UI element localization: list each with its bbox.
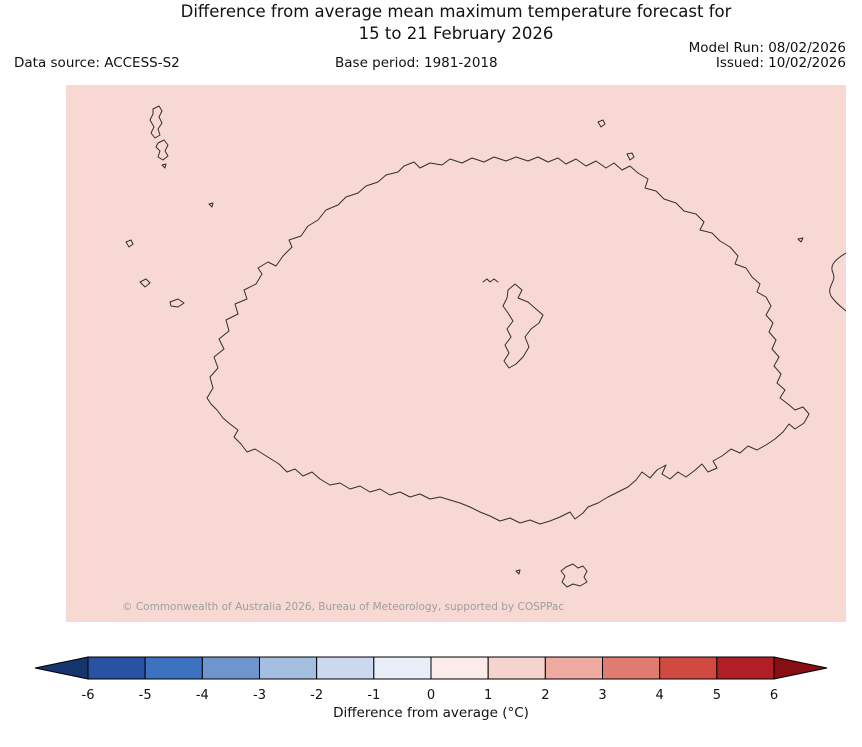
coastline-main-island bbox=[206, 156, 810, 525]
map-area: © Commonwealth of Australia 2026, Bureau… bbox=[66, 85, 846, 622]
coastline-west-islet-1 bbox=[208, 202, 214, 208]
colorbar-tick-label: -2 bbox=[310, 688, 323, 703]
colorbar-tick-label: -3 bbox=[253, 688, 266, 703]
title-line-2: 15 to 21 February 2026 bbox=[358, 24, 554, 43]
colorbar-segment bbox=[144, 656, 203, 680]
colorbar-tick-label: 6 bbox=[770, 688, 778, 703]
colorbar-segment bbox=[316, 656, 375, 680]
base-period-label: Base period: 1981-2018 bbox=[335, 55, 498, 71]
colorbar-caption: Difference from average (°C) bbox=[333, 705, 529, 721]
colorbar-right-arrow bbox=[773, 656, 828, 680]
coastline-east-edge bbox=[829, 252, 846, 312]
colorbar-tick-label: 1 bbox=[484, 688, 492, 703]
coastline-south-islet bbox=[515, 569, 521, 575]
colorbar-segment bbox=[430, 656, 489, 680]
coastline-nw-island-2 bbox=[155, 139, 169, 161]
colorbar-left-arrow bbox=[34, 656, 89, 680]
colorbar-tick-label: 5 bbox=[713, 688, 721, 703]
page-title: Difference from average mean maximum tem… bbox=[66, 1, 846, 45]
colorbar-segment bbox=[259, 656, 318, 680]
colorbar-segment bbox=[602, 656, 661, 680]
colorbar: -6 -5 -4 -3 -2 -1 0 1 2 3 4 5 6 bbox=[34, 656, 828, 703]
colorbar-tick-label: -1 bbox=[367, 688, 380, 703]
coastline-inner-island bbox=[502, 283, 544, 369]
colorbar-tick-label: -4 bbox=[196, 688, 209, 703]
data-source-label: Data source: ACCESS-S2 bbox=[14, 55, 180, 71]
colorbar-segment bbox=[487, 656, 546, 680]
coastline-inner-islets bbox=[482, 278, 499, 283]
colorbar-tick-label: -5 bbox=[139, 688, 152, 703]
colorbar-tick-label: -6 bbox=[82, 688, 95, 703]
coastline-west-islet-2 bbox=[125, 239, 134, 248]
coastline-south-island bbox=[560, 563, 588, 588]
title-line-1: Difference from average mean maximum tem… bbox=[180, 2, 732, 21]
model-run-block: Model Run: 08/02/2026 Issued: 10/02/2026 bbox=[689, 41, 846, 70]
coastline-ne-islet-2 bbox=[626, 152, 635, 161]
colorbar-tick-label: 3 bbox=[598, 688, 606, 703]
model-run-label: Model Run: 08/02/2026 bbox=[688, 40, 846, 56]
copyright-text: © Commonwealth of Australia 2026, Bureau… bbox=[122, 601, 565, 613]
coastline-west-islet-3 bbox=[139, 278, 151, 288]
colorbar-tick-label: 4 bbox=[656, 688, 664, 703]
colorbar-segment bbox=[373, 656, 432, 680]
colorbar-segment bbox=[544, 656, 603, 680]
colorbar-tick-label: 0 bbox=[427, 688, 435, 703]
colorbar-segment bbox=[87, 656, 146, 680]
coastline-east-islet bbox=[797, 237, 804, 243]
issued-label: Issued: 10/02/2026 bbox=[715, 54, 846, 71]
colorbar-segment bbox=[659, 656, 718, 680]
coastline-nw-island-1 bbox=[149, 105, 163, 139]
coastline-ne-islet-1 bbox=[597, 119, 606, 128]
colorbar-segment bbox=[201, 656, 260, 680]
colorbar-tick-label: 2 bbox=[541, 688, 549, 703]
map-svg bbox=[125, 105, 846, 588]
colorbar-segment bbox=[716, 656, 775, 680]
coastline-west-islet-4 bbox=[169, 298, 185, 308]
coastline-nw-island-3 bbox=[161, 163, 167, 169]
